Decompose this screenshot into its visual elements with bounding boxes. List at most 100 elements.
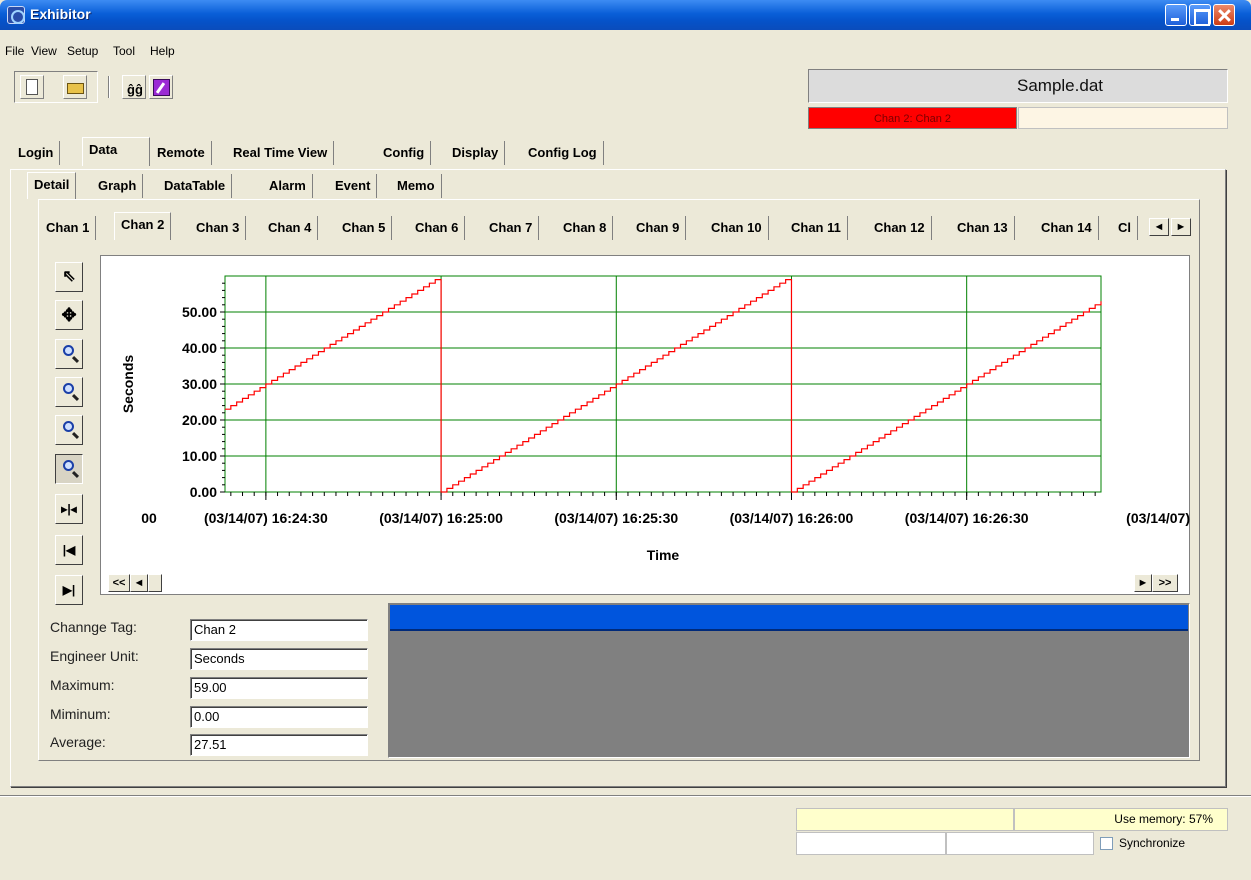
synchronize-label: Synchronize xyxy=(1119,836,1186,850)
channel-tab-chan-12[interactable]: Chan 12 xyxy=(868,216,932,240)
channel-tab-chan-14[interactable]: Chan 14 xyxy=(1035,216,1099,240)
average-field[interactable]: 27.51 xyxy=(190,734,368,756)
channel-tab-chan-13[interactable]: Chan 13 xyxy=(951,216,1015,240)
channel-tab-chan-5[interactable]: Chan 5 xyxy=(336,216,393,240)
engineer-unit-field[interactable]: Seconds xyxy=(190,648,368,670)
x-tick-label: 00 xyxy=(141,510,157,526)
go-last-button[interactable]: ▶| xyxy=(55,575,83,605)
tab-graph[interactable]: Graph xyxy=(92,174,144,198)
menu-file[interactable]: File xyxy=(5,44,25,58)
pointer-tool-button[interactable]: ⇖ xyxy=(55,262,83,292)
maximum-field[interactable]: 59.00 xyxy=(190,677,368,699)
first-icon: |◀ xyxy=(62,543,76,557)
channel-tab-chan-11[interactable]: Chan 11 xyxy=(785,216,848,240)
zoom-box-button[interactable] xyxy=(55,415,83,445)
tab-config-log[interactable]: Config Log xyxy=(522,141,604,165)
tab-login[interactable]: Login xyxy=(12,141,61,165)
x-tick-label: (03/14/07) 16:26:00 xyxy=(730,510,854,526)
toolbar-group xyxy=(14,71,98,103)
file-name-label: Sample.dat xyxy=(808,69,1228,103)
channel-tab-chan-8[interactable]: Chan 8 xyxy=(557,216,614,240)
tab-config[interactable]: Config xyxy=(377,141,432,165)
status-separator xyxy=(0,795,1251,797)
toolbar-separator xyxy=(108,76,110,98)
engineer-unit-label: Engineer Unit: xyxy=(50,648,139,664)
channel-tab-chan-6[interactable]: Chan 6 xyxy=(409,216,466,240)
scroll-right-button[interactable]: ► xyxy=(1134,574,1152,592)
tab-remote[interactable]: Remote xyxy=(151,141,212,165)
menu-tool[interactable]: Tool xyxy=(113,44,136,58)
title-bar xyxy=(0,0,1251,30)
y-tick-label: 50.00 xyxy=(182,304,217,320)
tab-data[interactable]: Data xyxy=(82,137,150,166)
zoom-in-button[interactable] xyxy=(55,339,83,369)
close-button[interactable] xyxy=(1213,4,1235,26)
status-cell xyxy=(796,832,946,855)
chart-scrollbar[interactable]: << ◄ ► >> xyxy=(108,574,1190,593)
channel-tab-chan-2[interactable]: Chan 2 xyxy=(114,212,172,240)
fit-button[interactable]: ▸|◂ xyxy=(55,494,83,524)
menu-bar xyxy=(0,30,1251,64)
channel-tab-scroll-left-button[interactable]: ◄ xyxy=(1149,218,1169,236)
channel-tab-cl[interactable]: Cl xyxy=(1112,216,1138,240)
key-button[interactable] xyxy=(149,75,173,99)
change-tag-field[interactable]: Chan 2 xyxy=(190,619,368,641)
tab-real-time-view[interactable]: Real Time View xyxy=(227,141,335,165)
pointer-icon: ⇖ xyxy=(62,268,76,285)
channel-tab-chan-9[interactable]: Chan 9 xyxy=(630,216,687,240)
average-label: Average: xyxy=(50,734,106,750)
zoom-out-icon xyxy=(63,383,74,394)
new-file-button[interactable] xyxy=(20,75,44,99)
fit-icon: ▸|◂ xyxy=(61,502,77,516)
tab-event[interactable]: Event xyxy=(329,174,378,198)
new-document-icon xyxy=(26,79,38,95)
tab-display[interactable]: Display xyxy=(446,141,506,165)
key-icon xyxy=(153,79,170,96)
synchronize-checkbox[interactable] xyxy=(1100,837,1113,850)
tab-alarm[interactable]: Alarm xyxy=(263,174,313,198)
open-file-button[interactable] xyxy=(63,75,87,99)
channel-tab-chan-7[interactable]: Chan 7 xyxy=(483,216,540,240)
status-cell xyxy=(946,832,1094,855)
tab-datatable[interactable]: DataTable xyxy=(158,174,233,198)
tab-memo[interactable]: Memo xyxy=(391,174,442,198)
x-axis-title: Time xyxy=(647,547,680,563)
line-chart: 0.00 10.00 20.00 30.00 40.00 50.00 00 (03/14/07… xyxy=(120,275,1190,563)
channel-tab-chan-3[interactable]: Chan 3 xyxy=(190,216,247,240)
scroll-right-fast-button[interactable]: >> xyxy=(1152,574,1178,592)
menu-setup[interactable]: Setup xyxy=(67,44,99,58)
series-line-chan-2 xyxy=(225,279,1102,493)
minimize-button[interactable] xyxy=(1165,4,1187,26)
minimum-field[interactable]: 0.00 xyxy=(190,706,368,728)
y-tick-label: 20.00 xyxy=(182,412,217,428)
x-tick-label: (03/14/07) 16:24:30 xyxy=(204,510,328,526)
channel-tab-chan-10[interactable]: Chan 10 xyxy=(705,216,769,240)
channel-tab-scroll-right-button[interactable]: ► xyxy=(1171,218,1191,236)
zoom-out-button[interactable] xyxy=(55,377,83,407)
channel-status: Chan 2: Chan 2 xyxy=(808,107,1017,129)
y-tick-label: 0.00 xyxy=(190,484,217,500)
channel-tab-chan-1[interactable]: Chan 1 xyxy=(40,216,97,240)
zoom-button[interactable] xyxy=(55,454,83,484)
pan-tool-button[interactable]: ✥ xyxy=(55,300,83,330)
find-button[interactable]: ĝĝ xyxy=(122,75,146,99)
x-tick-label: (03/14/07) 16:25:00 xyxy=(379,510,503,526)
pan-icon: ✥ xyxy=(61,305,77,325)
maximize-button[interactable] xyxy=(1189,4,1211,26)
chart-panel[interactable]: 0.00 10.00 20.00 30.00 40.00 50.00 00 (03/14/07… xyxy=(100,255,1190,595)
y-tick-label: 30.00 xyxy=(182,376,217,392)
scroll-left-fast-button[interactable]: << xyxy=(108,574,130,592)
go-first-button[interactable]: |◀ xyxy=(55,535,83,565)
minimum-label: Miminum: xyxy=(50,706,111,722)
scroll-thumb[interactable] xyxy=(148,574,162,592)
channel-tab-chan-4[interactable]: Chan 4 xyxy=(262,216,319,240)
y-axis-title: Seconds xyxy=(120,355,136,414)
data-panel xyxy=(10,169,1226,787)
last-icon: ▶| xyxy=(62,583,76,597)
tab-detail[interactable]: Detail xyxy=(27,172,77,199)
scroll-left-button[interactable]: ◄ xyxy=(130,574,148,592)
menu-help[interactable]: Help xyxy=(150,44,175,58)
menu-view[interactable]: View xyxy=(31,44,57,58)
app-icon[interactable] xyxy=(7,6,25,24)
x-tick-label: (03/14/07) 16:26:30 xyxy=(905,510,1029,526)
